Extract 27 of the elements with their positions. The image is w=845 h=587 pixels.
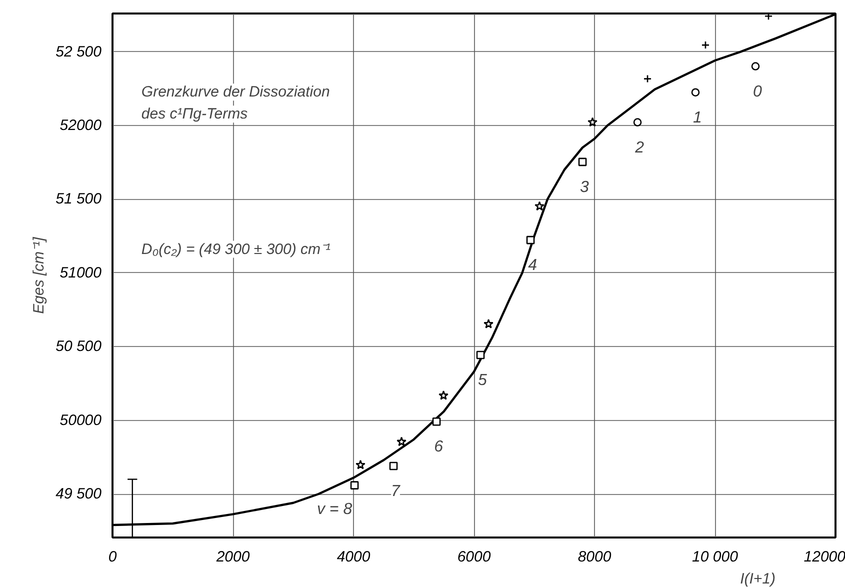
annotation: 1 <box>693 109 702 126</box>
y-tick-label: 49 500 <box>56 486 102 503</box>
y-tick-label: 50 500 <box>56 338 102 356</box>
annotation: D₀(c₂) = (49 300 ± 300) cm⁻¹ <box>141 240 331 258</box>
x-tick-label: 6000 <box>457 548 492 566</box>
annotation: 2 <box>634 139 644 156</box>
y-tick-label: 52000 <box>60 117 102 134</box>
x-tick-label: 12000 <box>804 548 845 566</box>
y-tick-label: 51 500 <box>56 190 102 208</box>
annotation: 4 <box>528 257 538 274</box>
annotation: 6 <box>434 438 444 456</box>
annotation: 7 <box>391 483 402 500</box>
x-tick-label: 0 <box>108 548 118 566</box>
x-tick-label: 8000 <box>578 548 612 566</box>
x-tick-label: 4000 <box>336 548 371 566</box>
annotation: 0 <box>753 83 762 100</box>
x-tick-label: 10 000 <box>692 548 739 566</box>
y-tick-label: 50000 <box>60 412 102 429</box>
x-axis-title: I(I+1) <box>740 570 776 587</box>
annotation: Grenzkurve der Dissoziation des c¹Πg-Terms <box>141 84 330 123</box>
y-axis-title: Eges [cm⁻¹] <box>30 236 48 314</box>
y-tick-label: 51000 <box>60 264 102 282</box>
x-tick-label: 2000 <box>215 548 250 566</box>
y-tick-label: 52 500 <box>56 43 102 60</box>
annotation: v = 8 <box>316 500 352 518</box>
annotation: 3 <box>580 178 590 196</box>
annotation: 5 <box>478 372 488 390</box>
